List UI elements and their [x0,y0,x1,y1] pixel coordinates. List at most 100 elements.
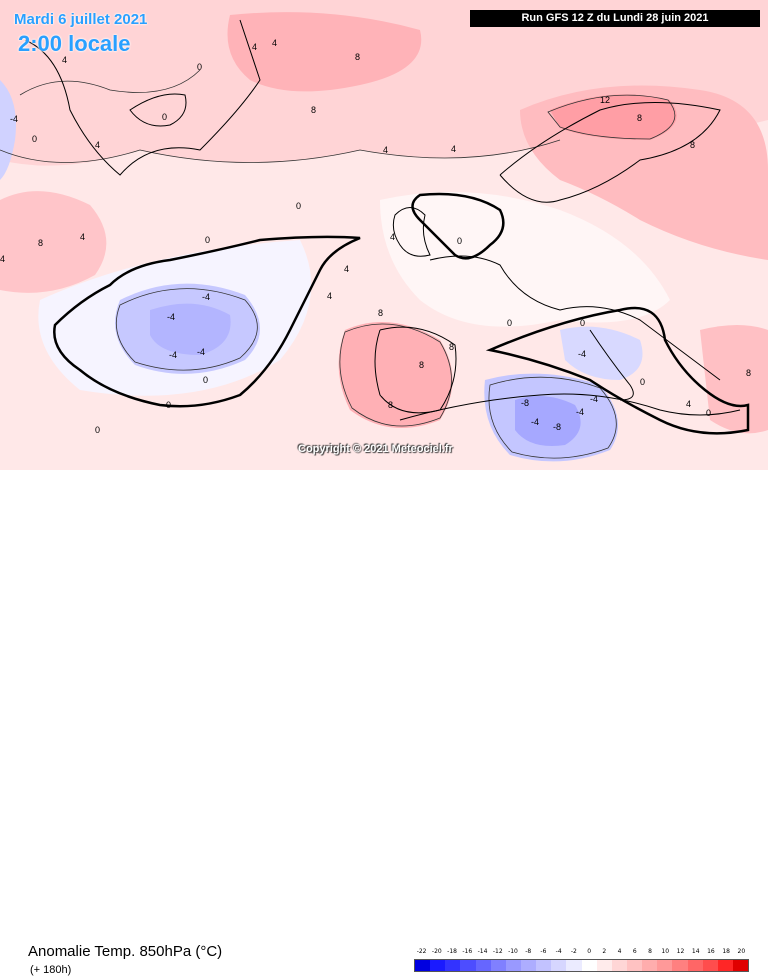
contour-label: 4 [252,42,257,52]
contour-label: 0 [457,236,462,246]
contour-label: -4 [531,417,539,427]
warm-field-east [700,325,768,434]
color-scale-bar [414,959,749,972]
contour-label: 8 [449,342,454,352]
contour-label: 4 [344,264,349,274]
contour-label: -4 [202,292,210,302]
valid-date: Mardi 6 juillet 2021 [14,11,148,28]
color-scale-swatch [596,960,612,971]
contour-label: 8 [311,105,316,115]
contour-label: 12 [600,95,610,105]
zero-contour-med [485,306,750,435]
contour-label: 8 [419,360,424,370]
contour-label: -8 [553,422,561,432]
color-scale-label: 20 [737,948,746,955]
contour-label: 0 [197,62,202,72]
contour-label: 0 [296,201,301,211]
contour-label: -4 [197,347,205,357]
contour-label: -4 [590,394,598,404]
contour-label: 4 [80,232,85,242]
zero-contour-atlantic [53,235,361,408]
contour-label: -4 [10,114,18,124]
cold-field-mediterranean-core [515,396,581,446]
contour-label: 0 [507,318,512,328]
contour-label: 0 [640,377,645,387]
contour-label: 4 [0,254,5,264]
warm-field-greenland-core [227,12,422,92]
british-isles [392,207,431,257]
copyright: Copyright © 2021 Meteociel.fr [298,443,453,455]
warm-field-iberia [338,322,453,428]
contour-label: 4 [62,55,67,65]
color-scale-swatch [536,960,552,971]
color-scale-swatch [717,960,733,971]
contour-label: 4 [383,145,388,155]
run-info: Run GFS 12 Z du Lundi 28 juin 2021 [470,10,760,27]
contour-labels: 4 0 -4 0 4 0 4 4 8 8 4 4 0 0 4 8 4 -4 -4 -4 -4 0 0 0 4 4 8 8 8 8 12 8 8 4… [0,38,751,435]
contour-label: 0 [166,400,171,410]
footer: Anomalie Temp. 850hPa (°C) (+ 180h) -22-… [0,470,768,976]
contour-label: 0 [162,112,167,122]
iceland-coast [129,93,187,127]
scandinavia-coast [499,102,721,203]
europe-coast [429,255,721,381]
color-scale-swatch [611,960,627,971]
warm-field-left [0,191,107,293]
color-scale-swatch [505,960,521,971]
forecast-lead: (+ 180h) [30,964,72,976]
contour-label: -8 [521,398,529,408]
contour-label: 0 [706,408,711,418]
contour-label: 8 [378,308,383,318]
north-africa-coast [399,393,741,421]
anomaly-map: 4 0 -4 0 4 0 4 4 8 8 4 4 0 0 4 8 4 -4 -4 -4 -4 0 0 0 4 4 8 8 8 8 12 8 8 4… [0,0,768,470]
contour-label: 8 [746,368,751,378]
color-scale-labels: -22 -20 -18 -16 -14 -12 -10 -8 -6 -4 -2 0 2 4 6 8 10 12 14… [414,948,749,958]
warm-field-scandinavia-core [550,94,677,140]
color-scale-swatch [642,960,658,971]
color-scale: -22 -20 -18 -16 -14 -12 -10 -8 -6 -4 -2 0 2 4 6 8 10 12 14… [414,948,749,972]
contour-label: 8 [38,238,43,248]
contour-label: 0 [580,318,585,328]
contour-label: 4 [451,144,456,154]
contour-label: -4 [169,350,177,360]
color-scale-swatch [702,960,718,971]
contour-label: 4 [327,291,332,301]
color-scale-swatch [551,960,567,971]
italy-coast [589,329,634,401]
contour-label: 4 [95,140,100,150]
color-scale-swatch [657,960,673,971]
cold-field-west-edge [0,80,16,180]
greenland-coast [24,19,261,176]
color-scale-swatch [460,960,476,971]
color-scale-swatch [626,960,643,971]
contour-label: 0 [95,425,100,435]
color-scale-swatch [445,960,461,971]
parameter-title: Anomalie Temp. 850hPa (°C) [28,943,223,960]
contour-label: -4 [167,312,175,322]
color-scale-swatch [581,960,597,971]
contour-label: 4 [390,232,395,242]
cold-field-atlantic-core [150,303,231,355]
color-scale-swatch [566,960,582,971]
cold-field-balkans [560,326,643,380]
contour-label: 4 [272,38,277,48]
contour-label: 8 [637,113,642,123]
contour-label: 0 [203,375,208,385]
color-scale-swatch [475,960,491,971]
valid-time: 2:00 locale [18,31,131,56]
contour-label: 0 [32,134,37,144]
contour-label: 0 [205,235,210,245]
color-scale-swatch [732,960,749,971]
contour-label: 8 [690,140,695,150]
color-scale-swatch [415,960,431,971]
color-scale-swatch [672,960,688,971]
contour-label: 4 [686,399,691,409]
contour-label: -4 [578,349,586,359]
color-scale-swatch [520,960,537,971]
color-scale-swatch [490,960,506,971]
contour-label: 8 [355,52,360,62]
color-scale-swatch [430,960,446,971]
contour-label: 8 [388,400,393,410]
color-scale-swatch [687,960,703,971]
zero-contour-europe [411,192,505,260]
